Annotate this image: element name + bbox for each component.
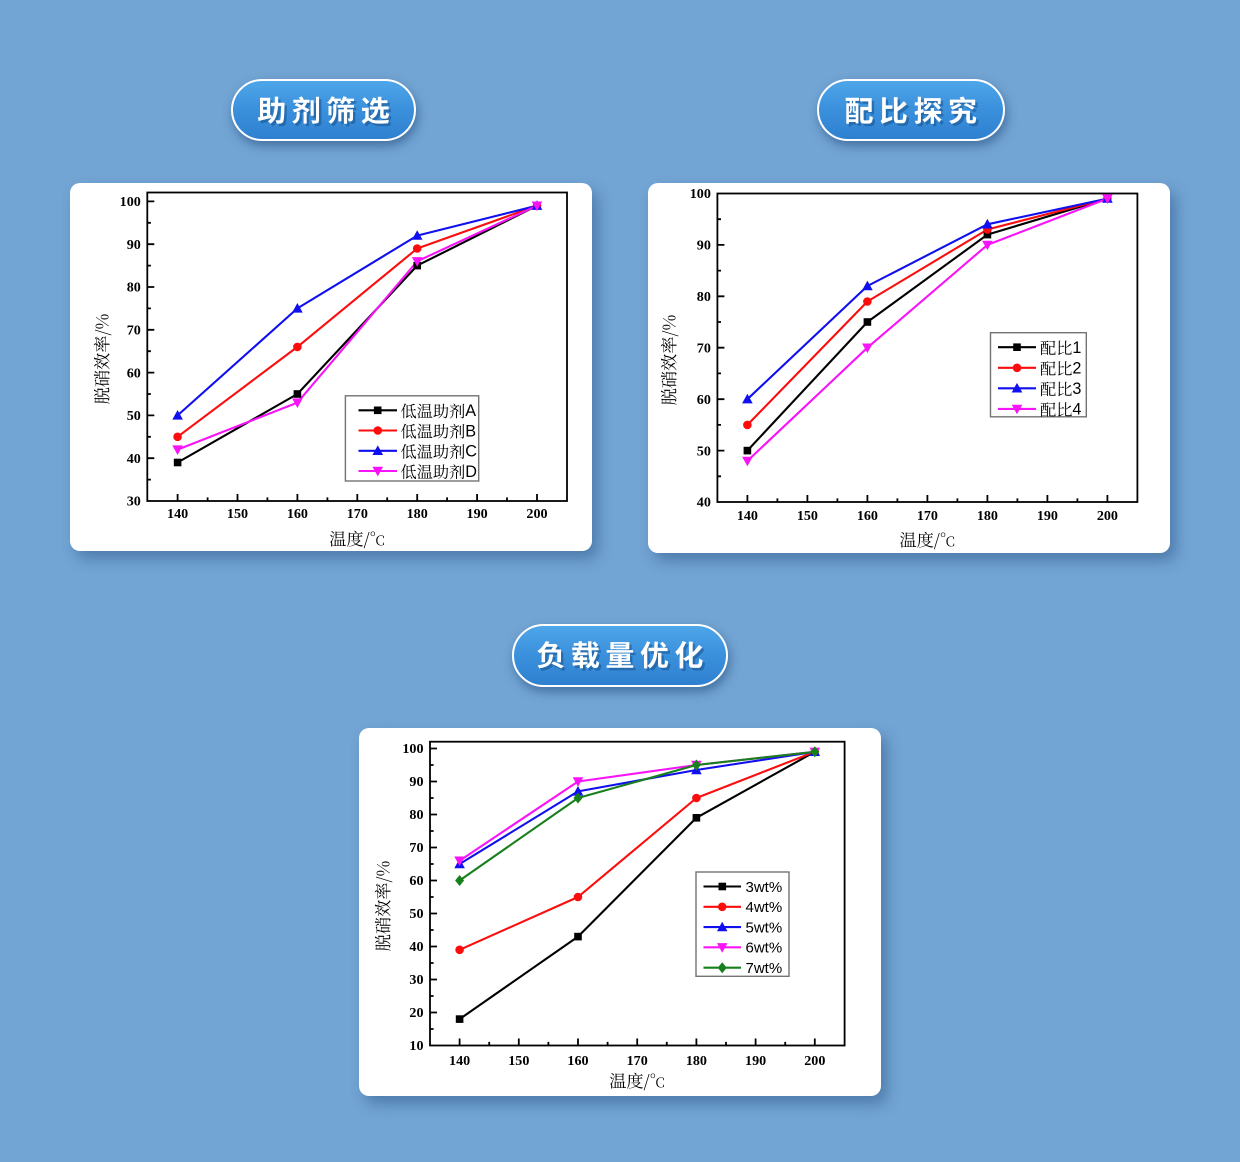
- svg-text:30: 30: [409, 972, 423, 988]
- svg-text:100: 100: [402, 741, 423, 757]
- svg-text:80: 80: [409, 807, 423, 823]
- svg-text:2: 2: [1072, 360, 1081, 378]
- svg-text:B: B: [465, 422, 476, 440]
- svg-text:4wt%: 4wt%: [746, 899, 783, 916]
- svg-text:60: 60: [409, 873, 423, 889]
- svg-text:7wt%: 7wt%: [746, 960, 783, 977]
- svg-text:160: 160: [567, 1053, 588, 1069]
- svg-text:30: 30: [127, 494, 141, 510]
- svg-text:170: 170: [347, 506, 368, 522]
- svg-text:70: 70: [409, 840, 423, 856]
- svg-text:3wt%: 3wt%: [746, 879, 783, 896]
- svg-text:200: 200: [804, 1053, 825, 1069]
- svg-text:70: 70: [127, 323, 141, 339]
- svg-text:A: A: [465, 402, 476, 420]
- svg-text:160: 160: [857, 508, 878, 524]
- svg-text:180: 180: [977, 508, 998, 524]
- svg-text:150: 150: [508, 1053, 529, 1069]
- svg-text:10: 10: [409, 1038, 423, 1054]
- svg-text:190: 190: [745, 1053, 766, 1069]
- svg-text:70: 70: [697, 340, 711, 356]
- svg-text:50: 50: [409, 906, 423, 922]
- svg-text:200: 200: [526, 506, 547, 522]
- svg-text:60: 60: [697, 392, 711, 408]
- svg-text:50: 50: [697, 443, 711, 459]
- svg-text:90: 90: [697, 238, 711, 254]
- svg-text:140: 140: [449, 1053, 470, 1069]
- svg-text:C: C: [465, 443, 477, 461]
- svg-text:40: 40: [127, 451, 141, 467]
- svg-text:1: 1: [1072, 339, 1081, 357]
- svg-text:170: 170: [627, 1053, 648, 1069]
- svg-text:100: 100: [120, 194, 141, 210]
- svg-text:D: D: [465, 463, 477, 481]
- svg-text:140: 140: [167, 506, 188, 522]
- svg-text:90: 90: [127, 237, 141, 253]
- svg-text:150: 150: [797, 508, 818, 524]
- svg-text:40: 40: [409, 939, 423, 955]
- svg-text:170: 170: [917, 508, 938, 524]
- svg-text:60: 60: [127, 365, 141, 381]
- svg-text:150: 150: [227, 506, 248, 522]
- svg-text:4: 4: [1072, 401, 1081, 419]
- svg-text:5wt%: 5wt%: [746, 920, 783, 937]
- svg-text:90: 90: [409, 774, 423, 790]
- svg-text:6wt%: 6wt%: [746, 940, 783, 957]
- svg-text:3: 3: [1072, 380, 1081, 398]
- svg-text:140: 140: [737, 508, 758, 524]
- svg-text:40: 40: [697, 495, 711, 511]
- svg-text:80: 80: [697, 289, 711, 305]
- svg-text:180: 180: [407, 506, 428, 522]
- svg-text:190: 190: [467, 506, 488, 522]
- svg-text:20: 20: [409, 1005, 423, 1021]
- svg-text:180: 180: [686, 1053, 707, 1069]
- svg-text:80: 80: [127, 280, 141, 296]
- svg-text:190: 190: [1037, 508, 1058, 524]
- svg-text:160: 160: [287, 506, 308, 522]
- svg-text:50: 50: [127, 408, 141, 424]
- svg-text:100: 100: [690, 186, 711, 202]
- svg-text:200: 200: [1097, 508, 1118, 524]
